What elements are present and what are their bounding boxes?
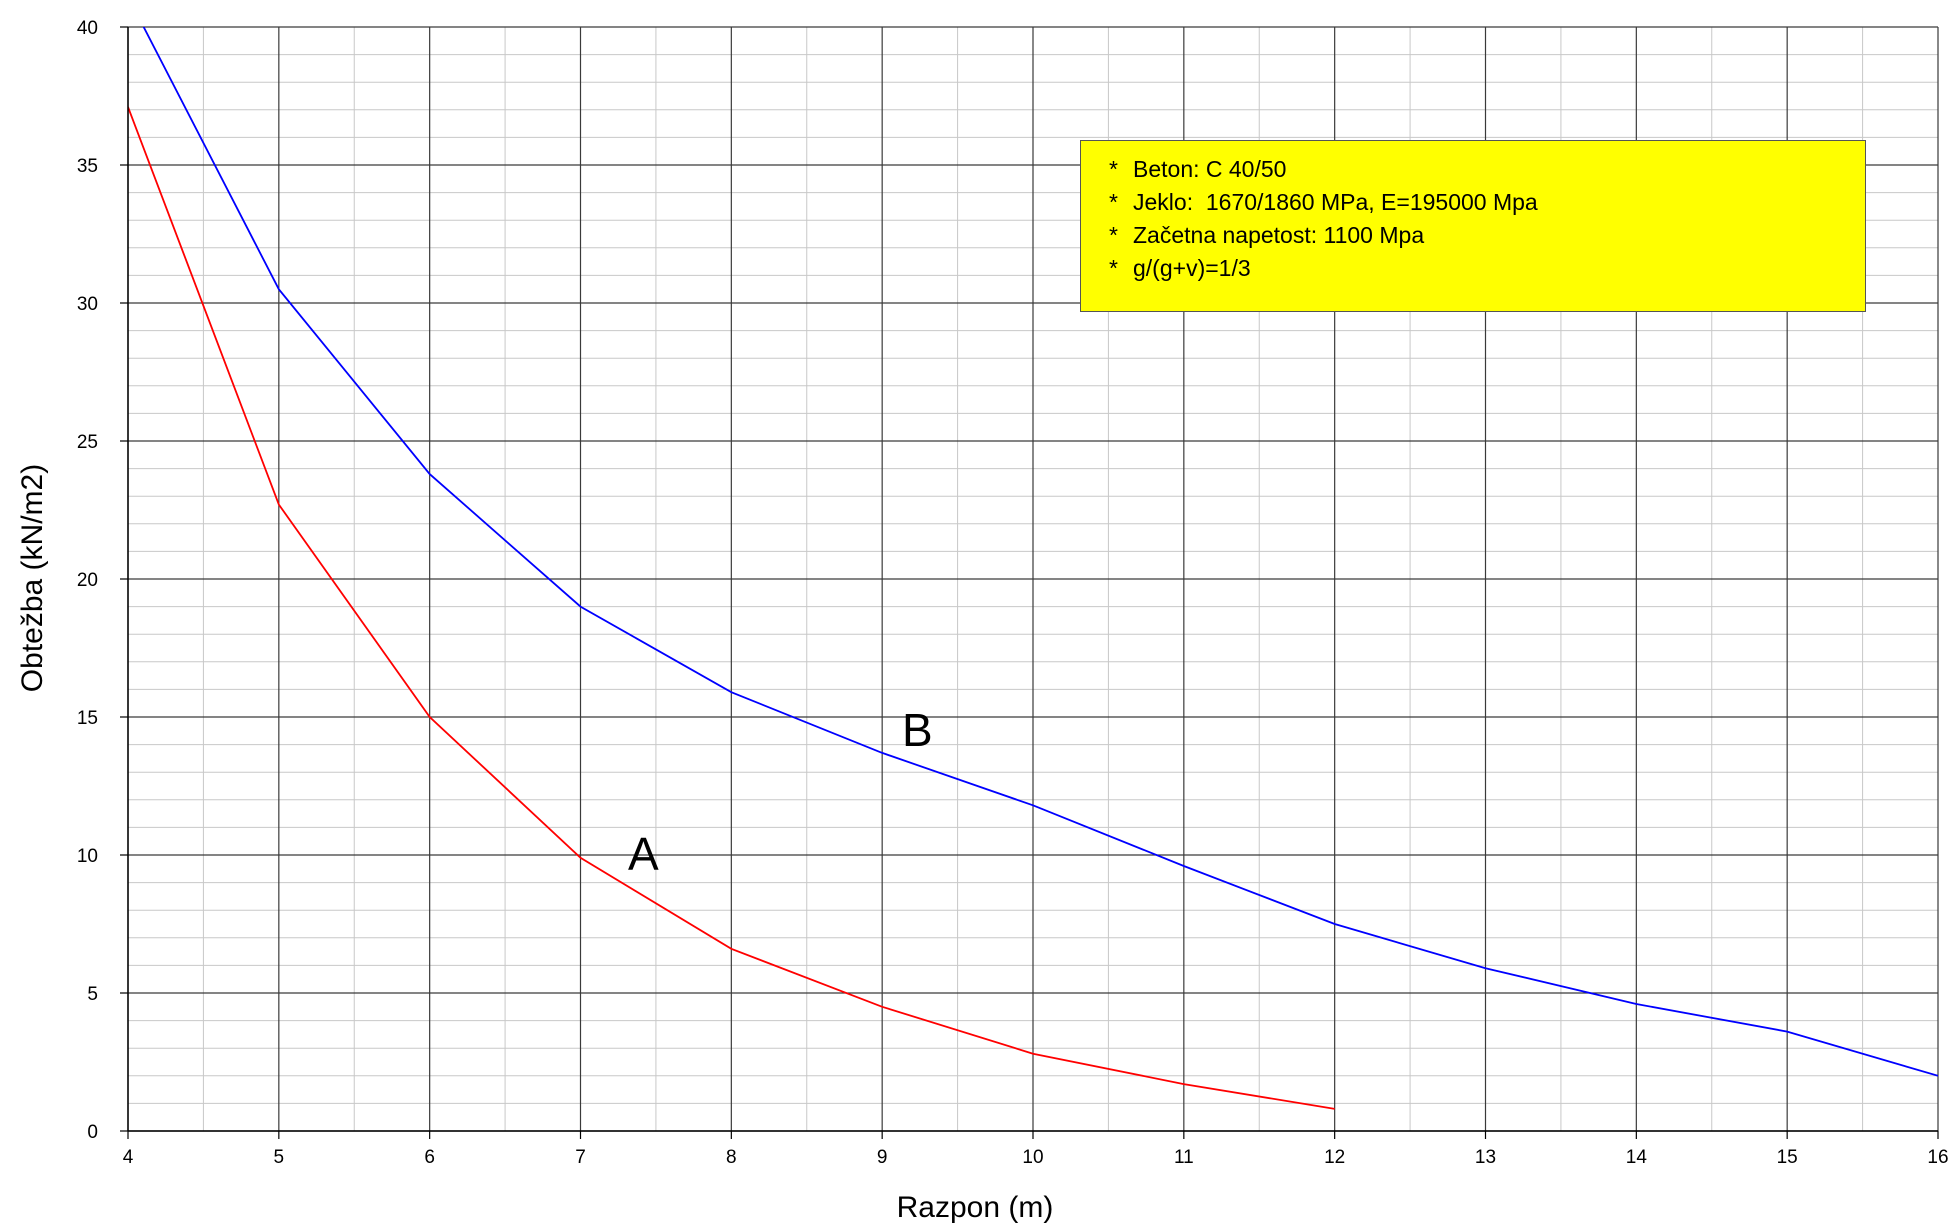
x-tick-label: 8 [726,1147,737,1168]
y-tick-label: 5 [87,984,98,1005]
x-tick-label: 10 [1022,1147,1043,1168]
y-tick-label: 10 [77,846,98,867]
annotation-text: Začetna napetost: 1100 Mpa [1133,222,1425,248]
x-tick-label: 14 [1626,1147,1648,1168]
y-tick-label: 35 [77,156,98,177]
y-tick-label: 0 [87,1122,98,1143]
series-label-a: A [628,828,659,880]
series-layer [128,27,1938,1110]
annotation-text: Beton: C 40/50 [1133,156,1287,182]
y-tick-label: 15 [77,708,98,729]
x-tick-label: 6 [424,1147,435,1168]
bullet-marker: * [1109,255,1118,281]
axes [120,26,1939,1139]
annotation-line: * Beton: C 40/50 [1109,153,1865,186]
x-tick-label: 13 [1475,1147,1496,1168]
x-tick-label: 11 [1174,1147,1194,1168]
annotation-line: * Jeklo: 1670/1860 MPa, E=195000 Mpa [1109,186,1865,219]
x-tick-label: 16 [1927,1147,1948,1168]
x-axis-title: Razpon (m) [897,1191,1054,1224]
x-tick-labels: 4 5 6 7 8 9 10 11 12 13 14 15 16 [123,1147,1949,1168]
annotation-box: * Beton: C 40/50 * Jeklo: 1670/1860 MPa, E… [1080,140,1866,312]
x-tick-label: 15 [1777,1147,1798,1168]
series-line-a [128,106,1335,1110]
y-tick-label: 30 [77,294,98,315]
x-tick-label: 12 [1324,1147,1345,1168]
bullet-marker: * [1109,222,1118,248]
annotation-line: * Začetna napetost: 1100 Mpa [1109,219,1865,252]
x-tick-label: 5 [274,1147,285,1168]
y-tick-label: 25 [77,432,98,453]
series-line-b [142,27,1938,1077]
annotation-line: * g/(g+v)=1/3 [1109,252,1865,285]
bullet-marker: * [1109,156,1118,182]
y-tick-label: 40 [77,18,98,39]
x-tick-label: 4 [123,1147,134,1168]
y-tick-label: 20 [77,570,98,591]
y-tick-labels: 0 5 10 15 20 25 30 35 40 [77,18,98,1143]
x-tick-label: 7 [575,1147,586,1168]
annotation-text: g/(g+v)=1/3 [1133,255,1251,281]
x-tick-label: 9 [877,1147,888,1168]
bullet-marker: * [1109,189,1118,215]
series-label-b: B [902,704,933,756]
y-axis-title: Obtežba (kN/m2) [16,464,49,692]
annotation-text: Jeklo: 1670/1860 MPa, E=195000 Mpa [1133,189,1538,215]
